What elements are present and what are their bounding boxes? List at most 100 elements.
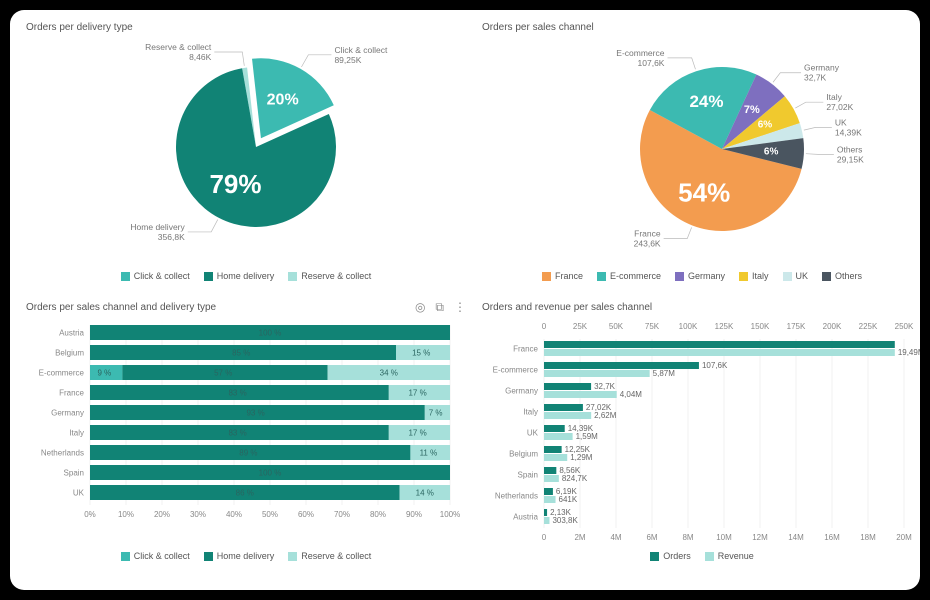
top-tick: 150K xyxy=(751,322,770,331)
copy-icon[interactable]: ⧉ xyxy=(435,300,444,315)
y-label: France xyxy=(59,389,84,398)
bot-tick: 14M xyxy=(788,533,804,542)
bar-pct-label: 11 % xyxy=(420,449,438,458)
top-tick: 125K xyxy=(715,322,734,331)
callout-label: Reserve & collect xyxy=(145,42,212,52)
pct-label: 6% xyxy=(764,146,779,157)
top-tick: 250K xyxy=(895,322,914,331)
pie1-chart: Reserve & collect8,46K 20% Click & collect… xyxy=(26,37,466,267)
legend-item[interactable]: Revenue xyxy=(705,551,754,561)
legend-label: Reserve & collect xyxy=(301,271,371,281)
legend-item[interactable]: Click & collect xyxy=(121,271,190,281)
orders-bar[interactable] xyxy=(544,341,895,348)
legend-item[interactable]: Home delivery xyxy=(204,551,275,561)
revenue-bar[interactable] xyxy=(544,496,556,503)
pct-label: 20% xyxy=(267,91,299,108)
x-tick: 30% xyxy=(190,510,206,519)
legend-item[interactable]: Reserve & collect xyxy=(288,551,371,561)
bar-pct-label: 100 % xyxy=(259,469,282,478)
grouped-chart: 0025K2M50K4M75K6M100K8M125K10M150K12M175… xyxy=(482,317,920,547)
callout-label: Home delivery xyxy=(130,222,185,232)
y-label: Belgium xyxy=(55,349,84,358)
x-tick: 70% xyxy=(334,510,350,519)
legend-item[interactable]: Others xyxy=(822,271,862,281)
y-label: UK xyxy=(527,429,539,438)
more-icon[interactable]: ⋮ xyxy=(454,300,466,315)
y-label: France xyxy=(513,345,538,354)
legend-item[interactable]: France xyxy=(542,271,583,281)
legend-item[interactable]: Reserve & collect xyxy=(288,271,371,281)
revenue-bar[interactable] xyxy=(544,391,617,398)
legend-item[interactable]: E-commerce xyxy=(597,271,661,281)
bot-tick: 0 xyxy=(542,533,547,542)
revenue-bar[interactable] xyxy=(544,454,567,461)
callout-label: Italy xyxy=(826,92,842,102)
pct-label: 7% xyxy=(744,104,760,116)
callout-value: 8,46K xyxy=(189,52,212,62)
bar-pct-label: 89 % xyxy=(239,449,257,458)
y-label: Germany xyxy=(505,387,538,396)
panel-channel-pie: Orders per sales channel 54%France243,6K… xyxy=(474,18,920,298)
legend-item[interactable]: Germany xyxy=(675,271,725,281)
legend-item[interactable]: UK xyxy=(783,271,809,281)
x-tick: 90% xyxy=(406,510,422,519)
bot-tick: 18M xyxy=(860,533,876,542)
legend-item[interactable]: Italy xyxy=(739,271,769,281)
revenue-bar[interactable] xyxy=(544,349,895,356)
focus-icon[interactable]: ◎ xyxy=(415,300,425,315)
top-tick: 50K xyxy=(609,322,624,331)
revenue-value: 1,29M xyxy=(570,453,593,462)
pct-label: 24% xyxy=(689,92,723,111)
legend-swatch xyxy=(783,272,792,281)
orders-bar[interactable] xyxy=(544,404,583,411)
bar-pct-label: 17 % xyxy=(408,429,426,438)
orders-bar[interactable] xyxy=(544,425,565,432)
grouped-legend: Orders Revenue xyxy=(482,551,920,561)
orders-bar[interactable] xyxy=(544,383,591,390)
callout-value: 32,7K xyxy=(804,73,827,83)
orders-bar[interactable] xyxy=(544,467,556,474)
callout-label: Click & collect xyxy=(334,45,388,55)
panel-title: Orders per sales channel and delivery ty… xyxy=(26,302,466,313)
y-label: Italy xyxy=(69,429,84,438)
legend-swatch xyxy=(204,552,213,561)
revenue-value: 641K xyxy=(559,495,578,504)
legend-label: UK xyxy=(796,271,809,281)
pie2-legend: France E-commerce Germany Italy UK Others xyxy=(482,271,920,281)
revenue-bar[interactable] xyxy=(544,517,549,524)
revenue-bar[interactable] xyxy=(544,475,559,482)
orders-bar[interactable] xyxy=(544,446,562,453)
y-label: Belgium xyxy=(509,450,538,459)
legend-item[interactable]: Orders xyxy=(650,551,691,561)
legend-swatch xyxy=(822,272,831,281)
orders-bar[interactable] xyxy=(544,509,547,516)
legend-label: Orders xyxy=(663,551,691,561)
orders-bar[interactable] xyxy=(544,488,553,495)
stacked-legend: Click & collect Home delivery Reserve & co… xyxy=(26,551,466,561)
revenue-bar[interactable] xyxy=(544,370,650,377)
callout-value: 89,25K xyxy=(334,55,361,65)
y-label: Spain xyxy=(64,469,84,478)
orders-bar[interactable] xyxy=(544,362,699,369)
x-tick: 40% xyxy=(226,510,242,519)
revenue-value: 1,59M xyxy=(576,432,599,441)
y-label: Spain xyxy=(518,471,538,480)
revenue-bar[interactable] xyxy=(544,412,591,419)
callout-label: France xyxy=(634,229,661,239)
revenue-bar[interactable] xyxy=(544,433,573,440)
bar-pct-label: 85 % xyxy=(232,349,250,358)
y-label: UK xyxy=(73,489,85,498)
legend-item[interactable]: Home delivery xyxy=(204,271,275,281)
x-tick: 100% xyxy=(440,510,460,519)
bot-tick: 10M xyxy=(716,533,732,542)
legend-label: Italy xyxy=(752,271,769,281)
bar-pct-label: 93 % xyxy=(246,409,264,418)
bot-tick: 12M xyxy=(752,533,768,542)
y-label: Netherlands xyxy=(495,492,538,501)
legend-item[interactable]: Click & collect xyxy=(121,551,190,561)
panel-title: Orders per delivery type xyxy=(26,22,466,33)
bar-pct-label: 14 % xyxy=(416,489,434,498)
legend-swatch xyxy=(121,272,130,281)
revenue-value: 824,7K xyxy=(562,474,588,483)
legend-swatch xyxy=(204,272,213,281)
